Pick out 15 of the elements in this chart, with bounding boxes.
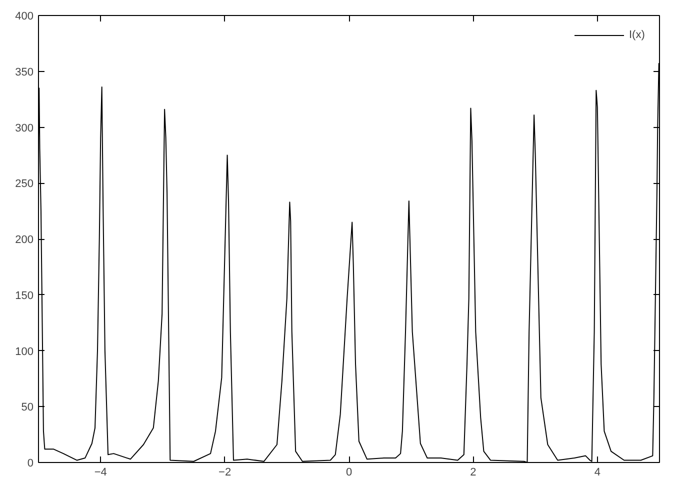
y-tick-label: 200: [15, 234, 34, 246]
x-tick-label: −4: [94, 466, 107, 478]
y-tick-label: 50: [21, 402, 34, 414]
x-tick-label: −2: [218, 466, 232, 478]
y-tick-label: 250: [15, 178, 34, 190]
legend-label: I(x): [629, 29, 646, 41]
y-tick-label: 400: [15, 10, 34, 22]
y-tick-label: 0: [27, 458, 34, 470]
x-tick-label: 0: [346, 466, 352, 478]
y-tick-label: 150: [15, 290, 34, 302]
y-tick-label: 300: [15, 122, 34, 134]
x-tick-label: 4: [594, 466, 600, 478]
y-tick-label: 350: [15, 66, 34, 78]
x-tick-label: 2: [470, 466, 476, 478]
y-tick-label: 100: [15, 346, 34, 358]
